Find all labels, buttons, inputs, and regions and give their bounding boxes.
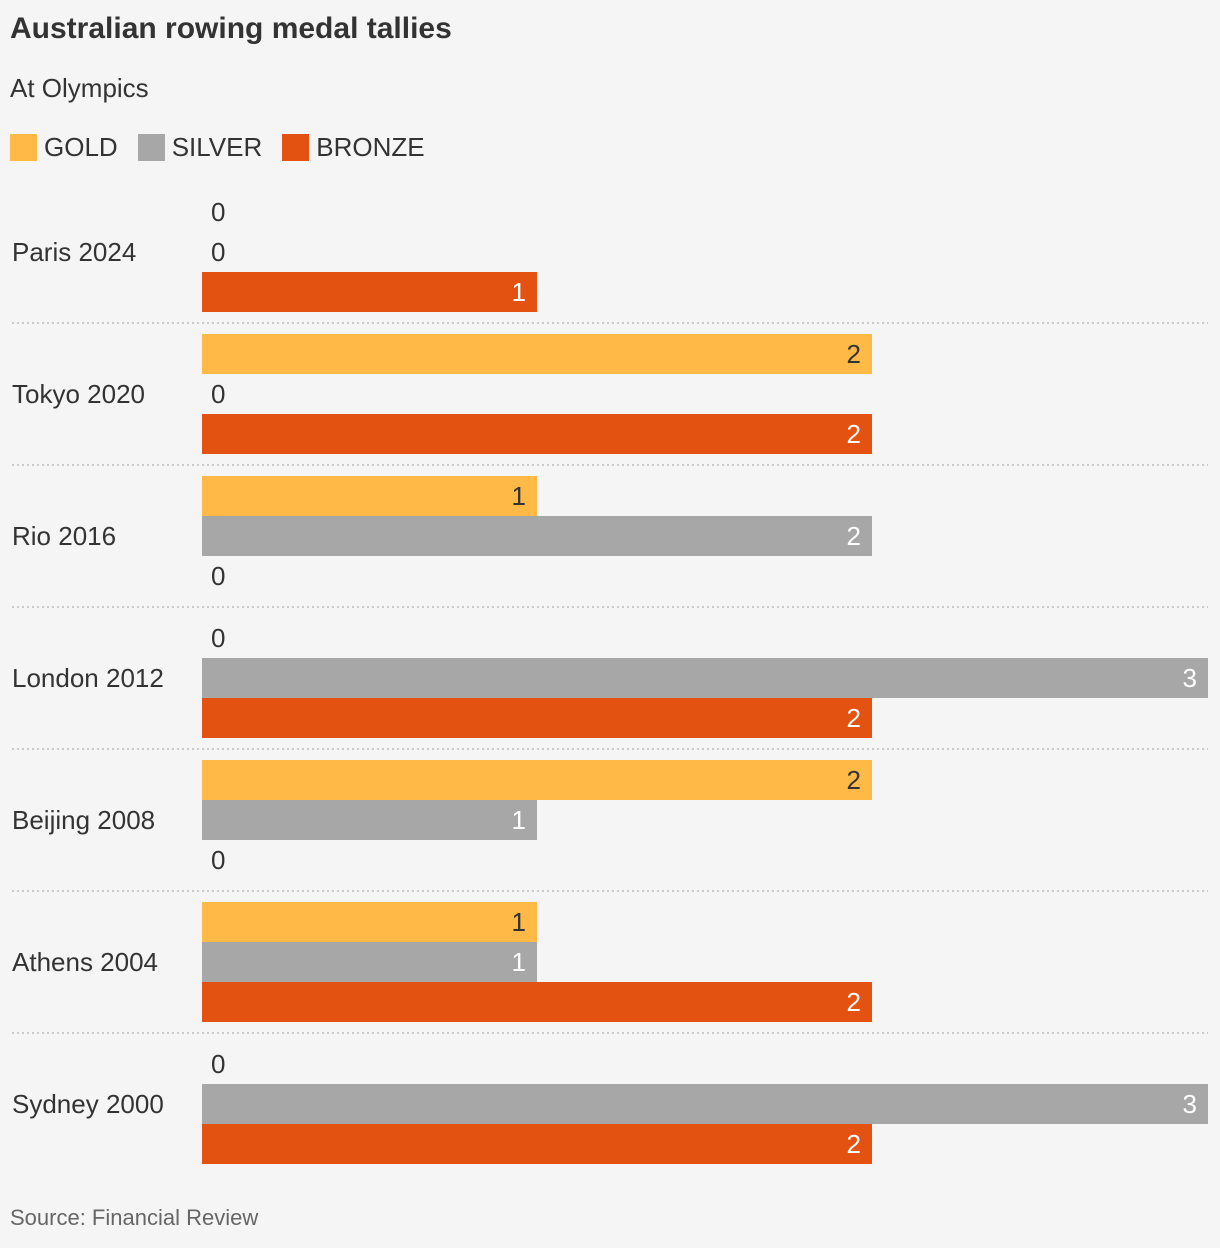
data-label-gold-london-2012: 0 bbox=[211, 623, 225, 653]
bar-gold-athens-2004 bbox=[202, 902, 537, 942]
legend-swatch-gold bbox=[10, 134, 37, 161]
data-label-bronze-rio-2016: 0 bbox=[211, 561, 225, 591]
data-label-gold-tokyo-2020: 2 bbox=[847, 339, 861, 369]
legend: GOLD SILVER BRONZE bbox=[10, 132, 445, 163]
data-label-silver-rio-2016: 2 bbox=[847, 521, 861, 551]
legend-label-gold: GOLD bbox=[44, 132, 118, 162]
data-label-gold-athens-2004: 1 bbox=[512, 907, 526, 937]
category-label-sydney-2000: Sydney 2000 bbox=[12, 1089, 164, 1119]
bar-bronze-tokyo-2020 bbox=[202, 414, 872, 454]
category-label-athens-2004: Athens 2004 bbox=[12, 947, 158, 977]
data-label-gold-sydney-2000: 0 bbox=[211, 1049, 225, 1079]
bar-bronze-london-2012 bbox=[202, 698, 872, 738]
chart-title: Australian rowing medal tallies bbox=[10, 12, 452, 45]
bar-bronze-sydney-2000 bbox=[202, 1124, 872, 1164]
data-label-gold-paris-2024: 0 bbox=[211, 197, 225, 227]
category-label-tokyo-2020: Tokyo 2020 bbox=[12, 379, 145, 409]
data-label-silver-beijing-2008: 1 bbox=[512, 805, 526, 835]
chart-subtitle: At Olympics bbox=[10, 73, 149, 103]
category-label-beijing-2008: Beijing 2008 bbox=[12, 805, 155, 835]
data-label-bronze-london-2012: 2 bbox=[847, 703, 861, 733]
bar-silver-sydney-2000 bbox=[202, 1084, 1208, 1124]
data-label-silver-london-2012: 3 bbox=[1183, 663, 1197, 693]
category-label-rio-2016: Rio 2016 bbox=[12, 521, 116, 551]
bar-gold-rio-2016 bbox=[202, 476, 537, 516]
data-label-bronze-sydney-2000: 2 bbox=[847, 1129, 861, 1159]
data-label-bronze-paris-2024: 1 bbox=[512, 277, 526, 307]
legend-item-gold: GOLD bbox=[10, 132, 118, 163]
legend-item-silver: SILVER bbox=[137, 132, 263, 163]
bar-gold-tokyo-2020 bbox=[202, 334, 872, 374]
data-label-bronze-beijing-2008: 0 bbox=[211, 845, 225, 875]
category-label-paris-2024: Paris 2024 bbox=[12, 237, 136, 267]
bar-silver-athens-2004 bbox=[202, 942, 537, 982]
data-label-bronze-tokyo-2020: 2 bbox=[847, 419, 861, 449]
bar-silver-london-2012 bbox=[202, 658, 1208, 698]
legend-swatch-bronze bbox=[282, 134, 310, 161]
bar-chart: Paris 2024 0 0 1 Tokyo 2020 2 0 2 Rio 2016 1 2 0 Lon… bbox=[12, 197, 1208, 1164]
data-label-gold-rio-2016: 1 bbox=[512, 481, 526, 511]
data-label-silver-sydney-2000: 3 bbox=[1183, 1089, 1197, 1119]
bar-bronze-athens-2004 bbox=[202, 982, 872, 1022]
source-note: Source: Financial Review bbox=[10, 1205, 259, 1230]
data-label-gold-beijing-2008: 2 bbox=[847, 765, 861, 795]
legend-swatch-silver bbox=[137, 134, 165, 161]
legend-label-silver: SILVER bbox=[171, 132, 263, 162]
bar-silver-rio-2016 bbox=[202, 516, 872, 556]
data-label-bronze-athens-2004: 2 bbox=[847, 987, 861, 1017]
data-label-silver-athens-2004: 1 bbox=[512, 947, 526, 977]
bar-bronze-paris-2024 bbox=[202, 272, 537, 312]
bar-gold-beijing-2008 bbox=[202, 760, 872, 800]
legend-item-bronze: BRONZE bbox=[282, 132, 425, 163]
bar-silver-beijing-2008 bbox=[202, 800, 537, 840]
category-label-london-2012: London 2012 bbox=[12, 663, 164, 693]
data-label-silver-tokyo-2020: 0 bbox=[211, 379, 225, 409]
legend-label-bronze: BRONZE bbox=[316, 132, 425, 162]
data-label-silver-paris-2024: 0 bbox=[211, 237, 225, 267]
